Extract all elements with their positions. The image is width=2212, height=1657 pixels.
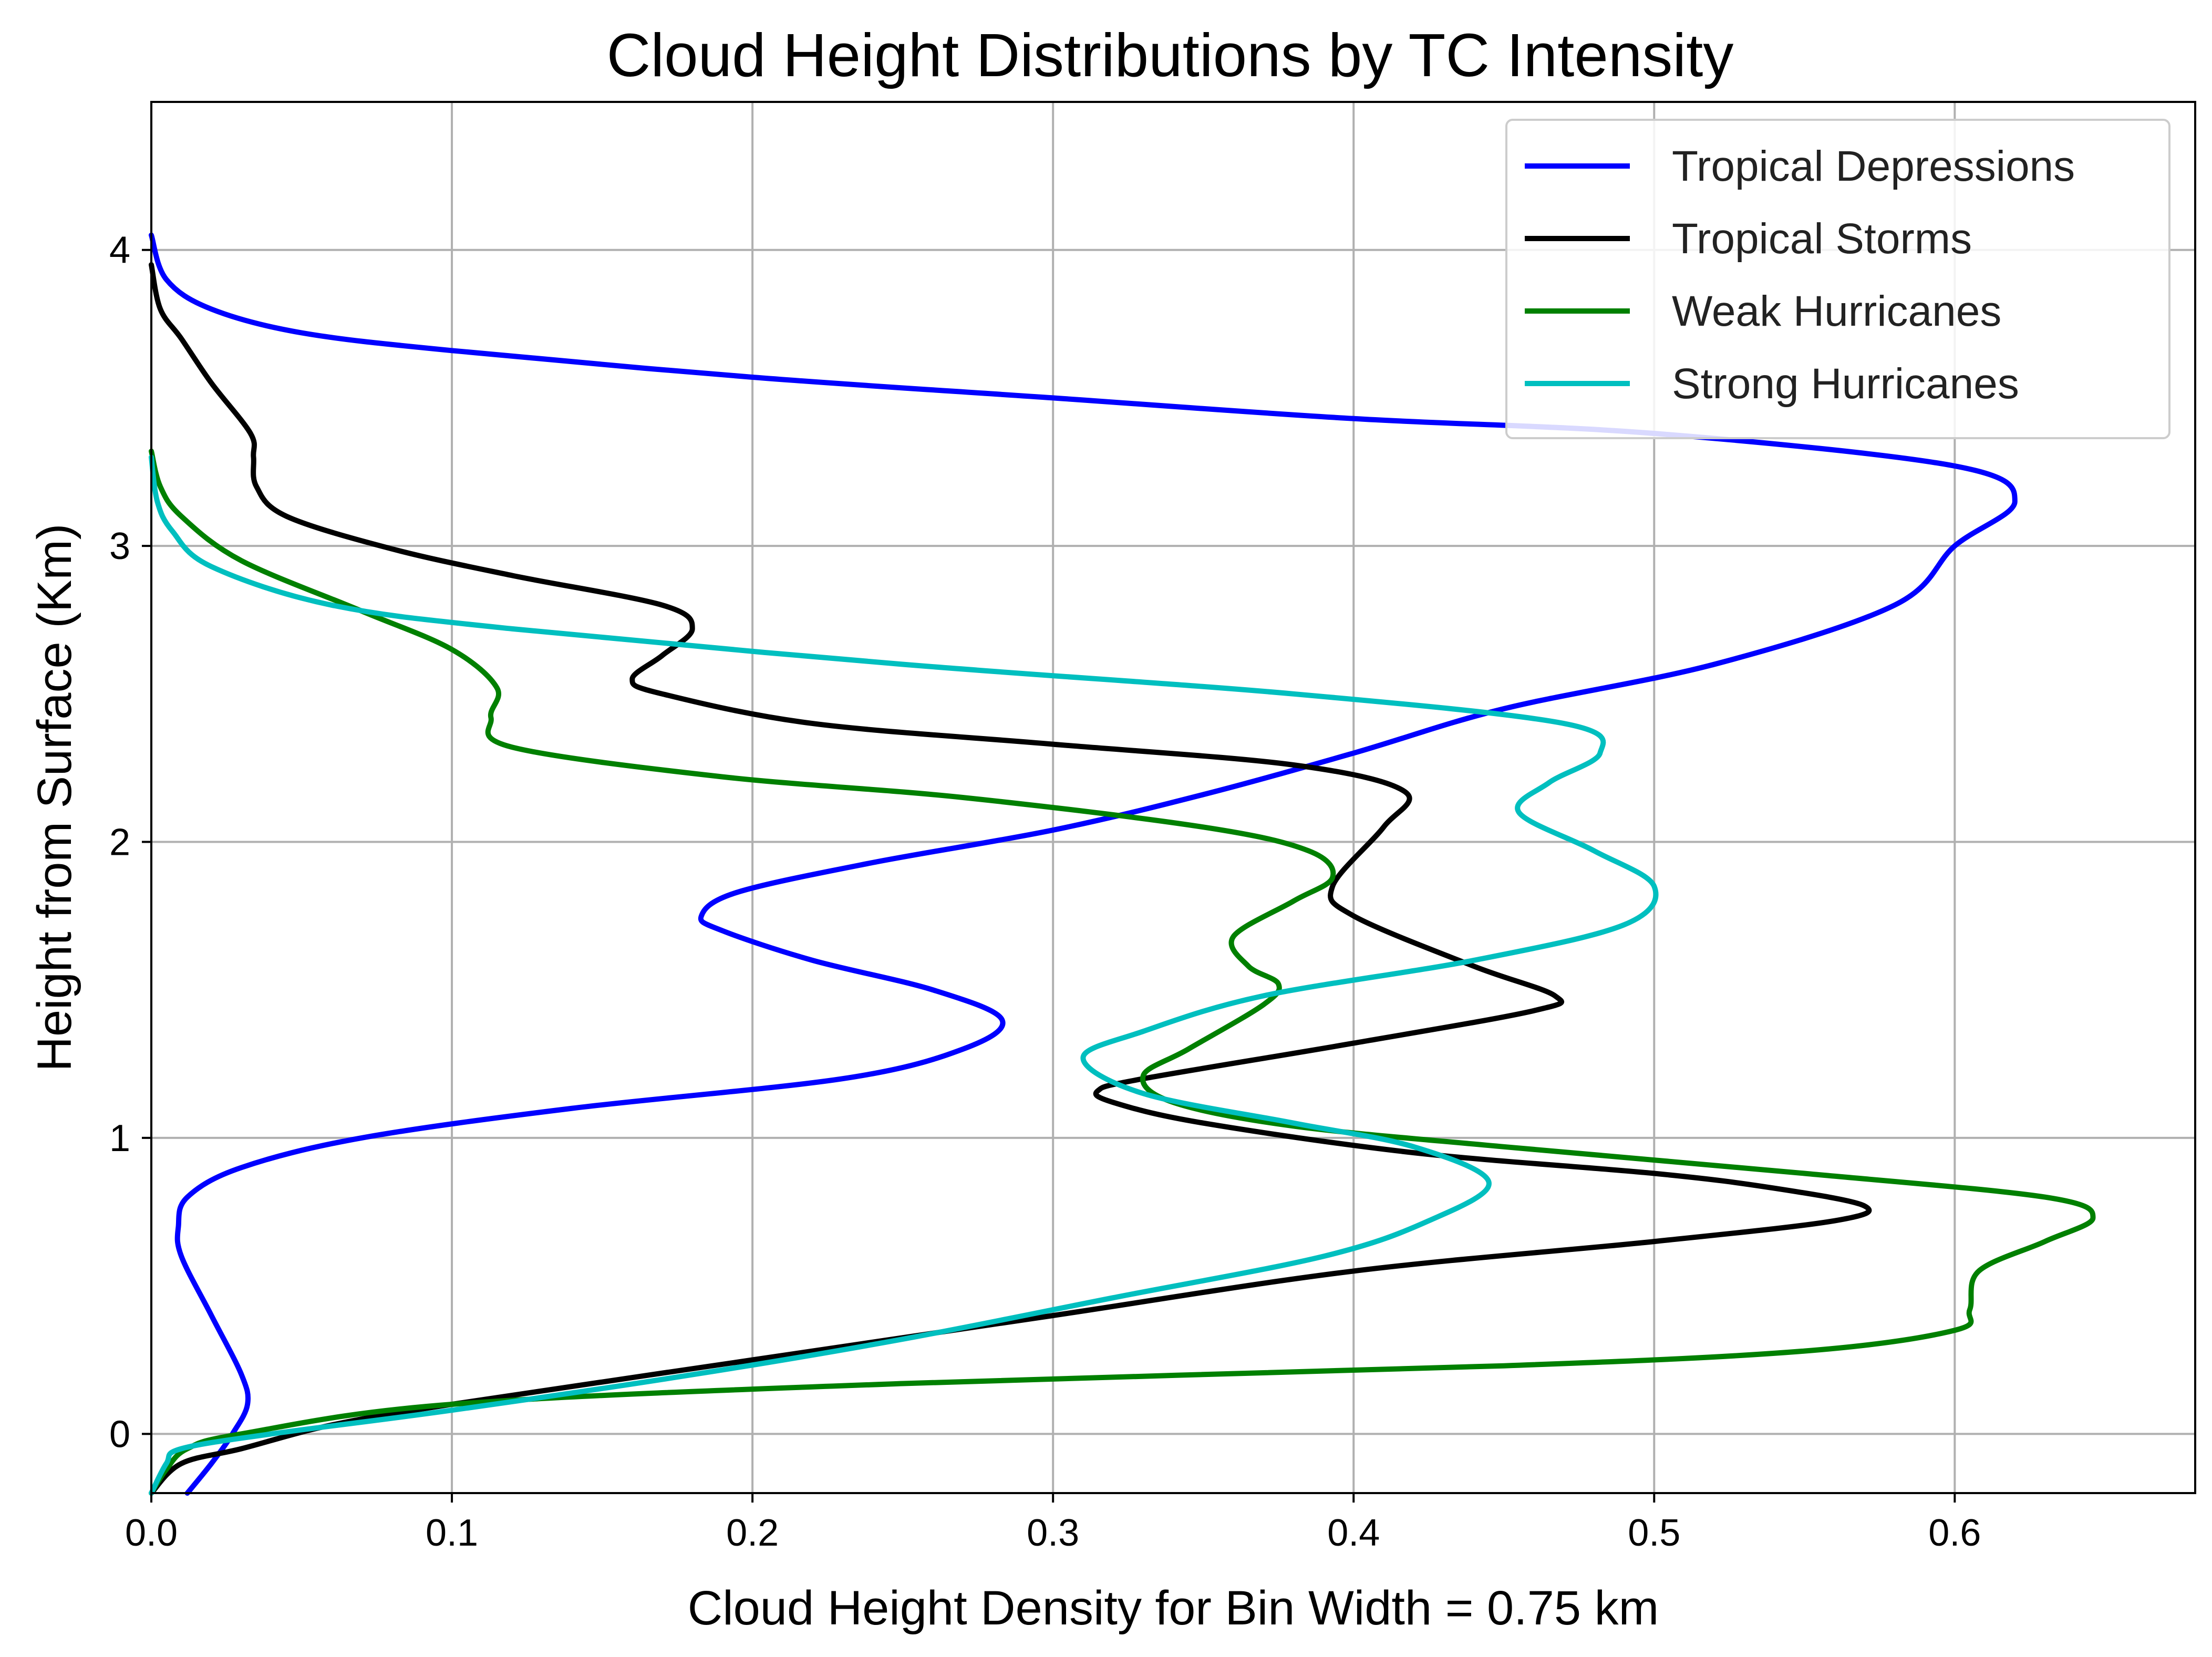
grid-lines — [150, 102, 2195, 1493]
legend-box — [1505, 119, 2170, 439]
legend-label-strong-hurricanes: Strong Hurricanes — [1672, 360, 2019, 408]
y-tick-label: 4 — [109, 230, 130, 272]
y-tick-label: 3 — [109, 525, 130, 567]
y-tick-label: 1 — [109, 1117, 130, 1159]
plot-frame — [150, 101, 2196, 1494]
x-tick-label: 0.6 — [1928, 1512, 1981, 1554]
x-tick-label: 0.4 — [1327, 1512, 1380, 1554]
legend-label-tropical-depressions: Tropical Depressions — [1672, 142, 2075, 190]
axis-ticks: 0.0 0.1 0.2 0.3 0.4 0.5 0.6 0 1 2 3 4 — [109, 230, 1981, 1554]
chart-title: Cloud Height Distributions by TC Intensi… — [607, 21, 1734, 89]
y-tick-label: 0 — [109, 1413, 130, 1455]
series-line-tropical-storms — [149, 262, 1872, 1496]
x-axis-title: Cloud Height Density for Bin Width = 0.7… — [688, 1581, 1659, 1635]
x-tick-label: 0.5 — [1628, 1512, 1680, 1554]
series-line-strong-hurricanes — [149, 454, 1659, 1496]
legend: Tropical Depressions Tropical Storms Weak … — [1505, 119, 2170, 439]
x-tick-label: 0.2 — [726, 1512, 779, 1554]
x-tick-label: 0.1 — [426, 1512, 478, 1554]
x-tick-label: 0.3 — [1027, 1512, 1079, 1554]
legend-label-tropical-storms: Tropical Storms — [1672, 215, 1972, 263]
y-tick-label: 2 — [109, 822, 130, 864]
x-tick-label: 0.0 — [125, 1512, 178, 1554]
y-axis-title: Height from Surface (Km) — [28, 524, 81, 1072]
series-line-tropical-depressions — [149, 232, 2018, 1496]
series-line-weak-hurricanes — [149, 448, 2096, 1496]
legend-label-weak-hurricanes: Weak Hurricanes — [1672, 287, 2001, 335]
series-lines — [149, 232, 2096, 1496]
